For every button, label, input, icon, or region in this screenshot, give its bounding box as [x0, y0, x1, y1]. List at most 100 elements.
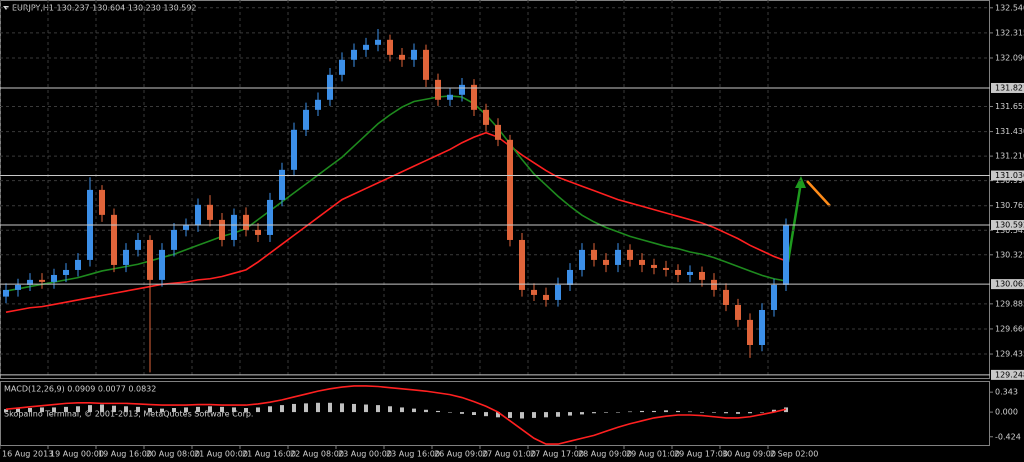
candle-body: [627, 249, 633, 260]
macd-bar: [316, 402, 320, 413]
candle-body: [159, 249, 165, 280]
candle-body: [447, 94, 453, 100]
candle-body: [471, 84, 477, 110]
macd-bar: [4, 409, 8, 413]
x-tick-label: 19 Aug 00:00: [50, 450, 104, 459]
x-tick-label: 27 Aug 01:00: [482, 450, 536, 459]
macd-bar: [724, 412, 728, 414]
y-tick-label: 131.210: [995, 152, 1024, 161]
macd-bar: [340, 403, 344, 413]
candle-body: [39, 279, 45, 282]
candle-body: [675, 269, 681, 275]
candle-body: [15, 284, 21, 290]
candle-body: [387, 39, 393, 55]
candle-body: [399, 54, 405, 60]
y-tick-label: 129.660: [995, 324, 1024, 333]
level-label-box: [991, 82, 1024, 93]
x-tick-label: 16 Aug 2013: [2, 450, 53, 459]
macd-bar: [772, 409, 776, 413]
y-tick-label: 131.430: [995, 127, 1024, 136]
candle-body: [531, 289, 537, 295]
candle-body: [75, 259, 81, 270]
candle-body: [759, 309, 765, 345]
level-label-box: [991, 170, 1024, 181]
x-tick-label: 19 Aug 16:00: [98, 450, 152, 459]
y-tick-label: 132.090: [995, 53, 1024, 62]
candle-body: [339, 59, 345, 75]
y-tick-label: 132.540: [995, 3, 1024, 12]
y-tick-label: 129.435: [995, 350, 1024, 359]
candle-body: [51, 274, 57, 282]
macd-bar: [280, 405, 284, 413]
macd-bar: [124, 406, 128, 413]
macd-bar: [496, 412, 500, 418]
moving-average: [5, 95, 787, 292]
macd-bar: [28, 408, 32, 413]
macd-bar: [436, 410, 440, 413]
x-tick-label: 21 Aug 16:00: [242, 450, 296, 459]
level-label: 130.062: [995, 280, 1024, 289]
y-tick-label: 132.315: [995, 28, 1024, 37]
level-label: 129.248: [995, 370, 1024, 379]
candle-body: [303, 109, 309, 130]
candle-body: [687, 271, 693, 275]
candle-body: [639, 259, 645, 265]
macd-bar: [532, 412, 536, 418]
macd-bar: [412, 408, 416, 413]
level-label-box: [991, 369, 1024, 380]
y-tick-label: 130.765: [995, 201, 1024, 210]
candle-body: [591, 249, 597, 260]
macd-bar: [604, 412, 608, 413]
candle-body: [711, 279, 717, 290]
main-pane-frame: [0, 0, 990, 379]
macd-bar: [388, 406, 392, 413]
macd-bar: [676, 410, 680, 413]
candle-body: [375, 39, 381, 45]
macd-bar: [448, 412, 452, 413]
level-label-box: [991, 220, 1024, 231]
macd-bar: [640, 410, 644, 413]
macd-bar: [472, 412, 476, 415]
x-tick-label: 29 Aug 01:00: [626, 450, 680, 459]
x-tick-label: 28 Aug 09:00: [578, 450, 632, 459]
candle-body: [207, 204, 213, 220]
macd-bar: [652, 410, 656, 413]
macd-bar: [208, 406, 212, 413]
candle-body: [507, 139, 513, 240]
x-tick-label: 23 Aug 16:00: [386, 450, 440, 459]
macd-title: MACD(12,26,9) 0.0909 0.0077 0.0832: [4, 385, 156, 394]
candle-body: [423, 49, 429, 80]
macd-bar: [700, 412, 704, 413]
y-tick-label: 0.000: [995, 408, 1018, 417]
macd-bar: [256, 407, 260, 413]
moving-average: [5, 131, 787, 313]
macd-bar: [352, 403, 356, 413]
macd-bar: [628, 411, 632, 413]
macd-bar: [580, 412, 584, 415]
macd-bar: [76, 406, 80, 413]
candle-body: [495, 124, 501, 140]
candle-body: [123, 249, 129, 265]
orange-line: [806, 180, 831, 207]
macd-bar: [544, 412, 548, 418]
candle-body: [219, 219, 225, 240]
macd-bar: [100, 404, 104, 413]
candle-body: [783, 225, 789, 285]
macd-bar: [616, 412, 620, 413]
macd-bar: [460, 412, 464, 414]
candle-body: [111, 214, 117, 265]
level-label: 130.592: [995, 221, 1024, 230]
macd-bar: [172, 408, 176, 413]
macd-bar: [88, 405, 92, 413]
macd-bar: [664, 410, 668, 413]
macd-bar: [16, 408, 20, 413]
candle-body: [735, 304, 741, 320]
candle-body: [543, 294, 549, 300]
x-tick-label: 26 Aug 09:00: [434, 450, 488, 459]
x-tick-label: 22 Aug 08:00: [290, 450, 344, 459]
macd-bar: [760, 412, 764, 413]
green-arrow: [786, 176, 806, 263]
y-tick-label: 130.325: [995, 250, 1024, 259]
y-tick-label: 129.885: [995, 299, 1024, 308]
candle-body: [567, 269, 573, 285]
